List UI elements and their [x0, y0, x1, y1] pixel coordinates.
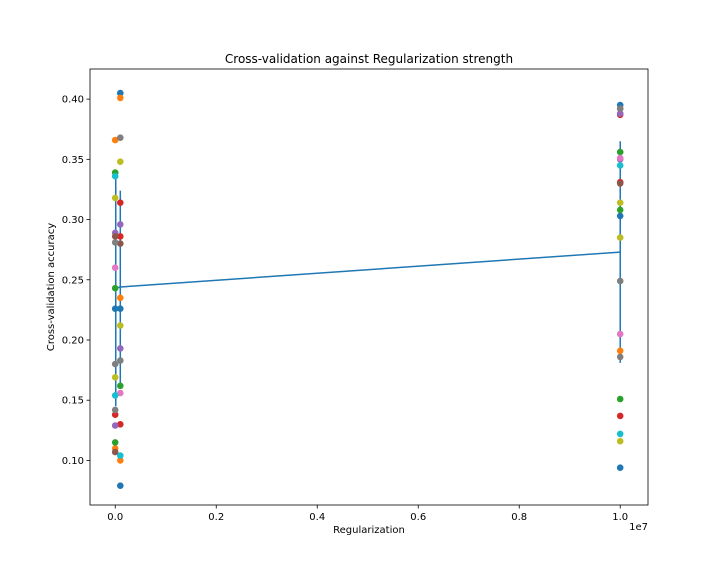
scatter-series-7: [111, 154, 624, 397]
scatter-point: [111, 374, 119, 381]
scatter-point: [616, 199, 624, 206]
scatter-point: [117, 345, 124, 352]
y-tick-label: 0.30: [62, 215, 84, 226]
scatter-point: [111, 264, 119, 272]
scatter-point: [616, 105, 624, 112]
x-tick-label: 0.8: [511, 512, 527, 523]
scatter-point: [117, 294, 124, 302]
scatter-series-10: [111, 162, 624, 459]
scatter-point: [117, 158, 124, 165]
y-tick-label: 0.25: [62, 275, 84, 286]
scatter-point: [117, 199, 124, 206]
scatter-point: [117, 421, 124, 428]
scatter-point: [111, 194, 119, 202]
scatter-point: [616, 206, 624, 214]
x-axis-offset-text: 1e7: [629, 522, 648, 533]
scatter-point: [616, 277, 624, 285]
y-tick-label: 0.20: [62, 335, 84, 346]
scatter-point: [111, 392, 119, 399]
y-tick-label: 0.35: [62, 155, 84, 166]
scatter-point: [111, 305, 119, 313]
y-tick-label: 0.15: [62, 396, 84, 407]
x-tick-label: 0.6: [410, 512, 426, 523]
scatter-point: [616, 395, 624, 403]
plot-area: [111, 89, 624, 490]
scatter-point: [616, 148, 624, 156]
y-tick-label: 0.40: [62, 95, 84, 106]
scatter-point: [111, 448, 119, 456]
scatter-point: [117, 322, 124, 329]
x-tick-label: 0.2: [208, 512, 224, 523]
scatter-point: [111, 136, 119, 144]
scatter-point: [117, 357, 124, 364]
scatter-point: [117, 94, 124, 102]
scatter-point: [117, 233, 124, 240]
scatter-point: [616, 234, 624, 241]
scatter-series-1: [111, 89, 624, 490]
scatter-point: [111, 360, 119, 368]
axes-frame: [89, 68, 649, 506]
scatter-point: [111, 439, 119, 446]
chart-title: Cross-validation against Regularization …: [225, 52, 513, 66]
y-tick-label: 0.10: [62, 456, 84, 467]
x-axis-ticks: 0.0 0.2 0.4 0.6 0.8 1.0: [107, 505, 628, 523]
scatter-point: [117, 240, 124, 247]
scatter-point: [111, 406, 119, 414]
scatter-point: [111, 284, 119, 292]
scatter-point: [616, 430, 624, 438]
scatter-point: [616, 212, 624, 220]
x-axis-label: Regularization: [333, 525, 405, 536]
y-axis-ticks: 0.10 0.15 0.20 0.25 0.30 0.35 0.40: [62, 95, 90, 467]
scatter-point: [117, 134, 124, 141]
scatter-point: [616, 154, 624, 162]
scatter-point: [616, 347, 624, 355]
scatter-point: [117, 389, 124, 397]
scatter-point: [117, 89, 124, 97]
scatter-point: [111, 172, 119, 180]
scatter-series-8: [111, 105, 624, 414]
scatter-point: [117, 305, 124, 313]
scatter-point: [117, 221, 124, 228]
scatter-point: [616, 330, 624, 338]
scatter-series-6: [111, 180, 624, 456]
scatter-series-9: [111, 158, 624, 445]
y-axis-label: Cross-validation accuracy: [46, 223, 57, 351]
scatter-point: [616, 437, 624, 445]
scatter-point: [616, 180, 624, 187]
scatter-point: [117, 457, 124, 464]
scatter-point: [111, 239, 119, 246]
scatter-point: [117, 452, 124, 459]
scatter-point: [616, 412, 624, 420]
x-tick-label: 0.0: [107, 512, 123, 523]
scatter-point: [111, 422, 119, 429]
scatter-point: [616, 110, 624, 117]
scatter-point: [616, 162, 624, 169]
scatter-point: [111, 411, 119, 419]
scatter-point: [616, 353, 624, 361]
scatter-point: [111, 233, 119, 240]
x-tick-label: 1.0: [612, 512, 628, 523]
scatter-point: [616, 464, 624, 472]
scatter-point: [117, 382, 124, 390]
scatter-point: [117, 482, 124, 490]
x-tick-label: 0.4: [309, 512, 325, 523]
